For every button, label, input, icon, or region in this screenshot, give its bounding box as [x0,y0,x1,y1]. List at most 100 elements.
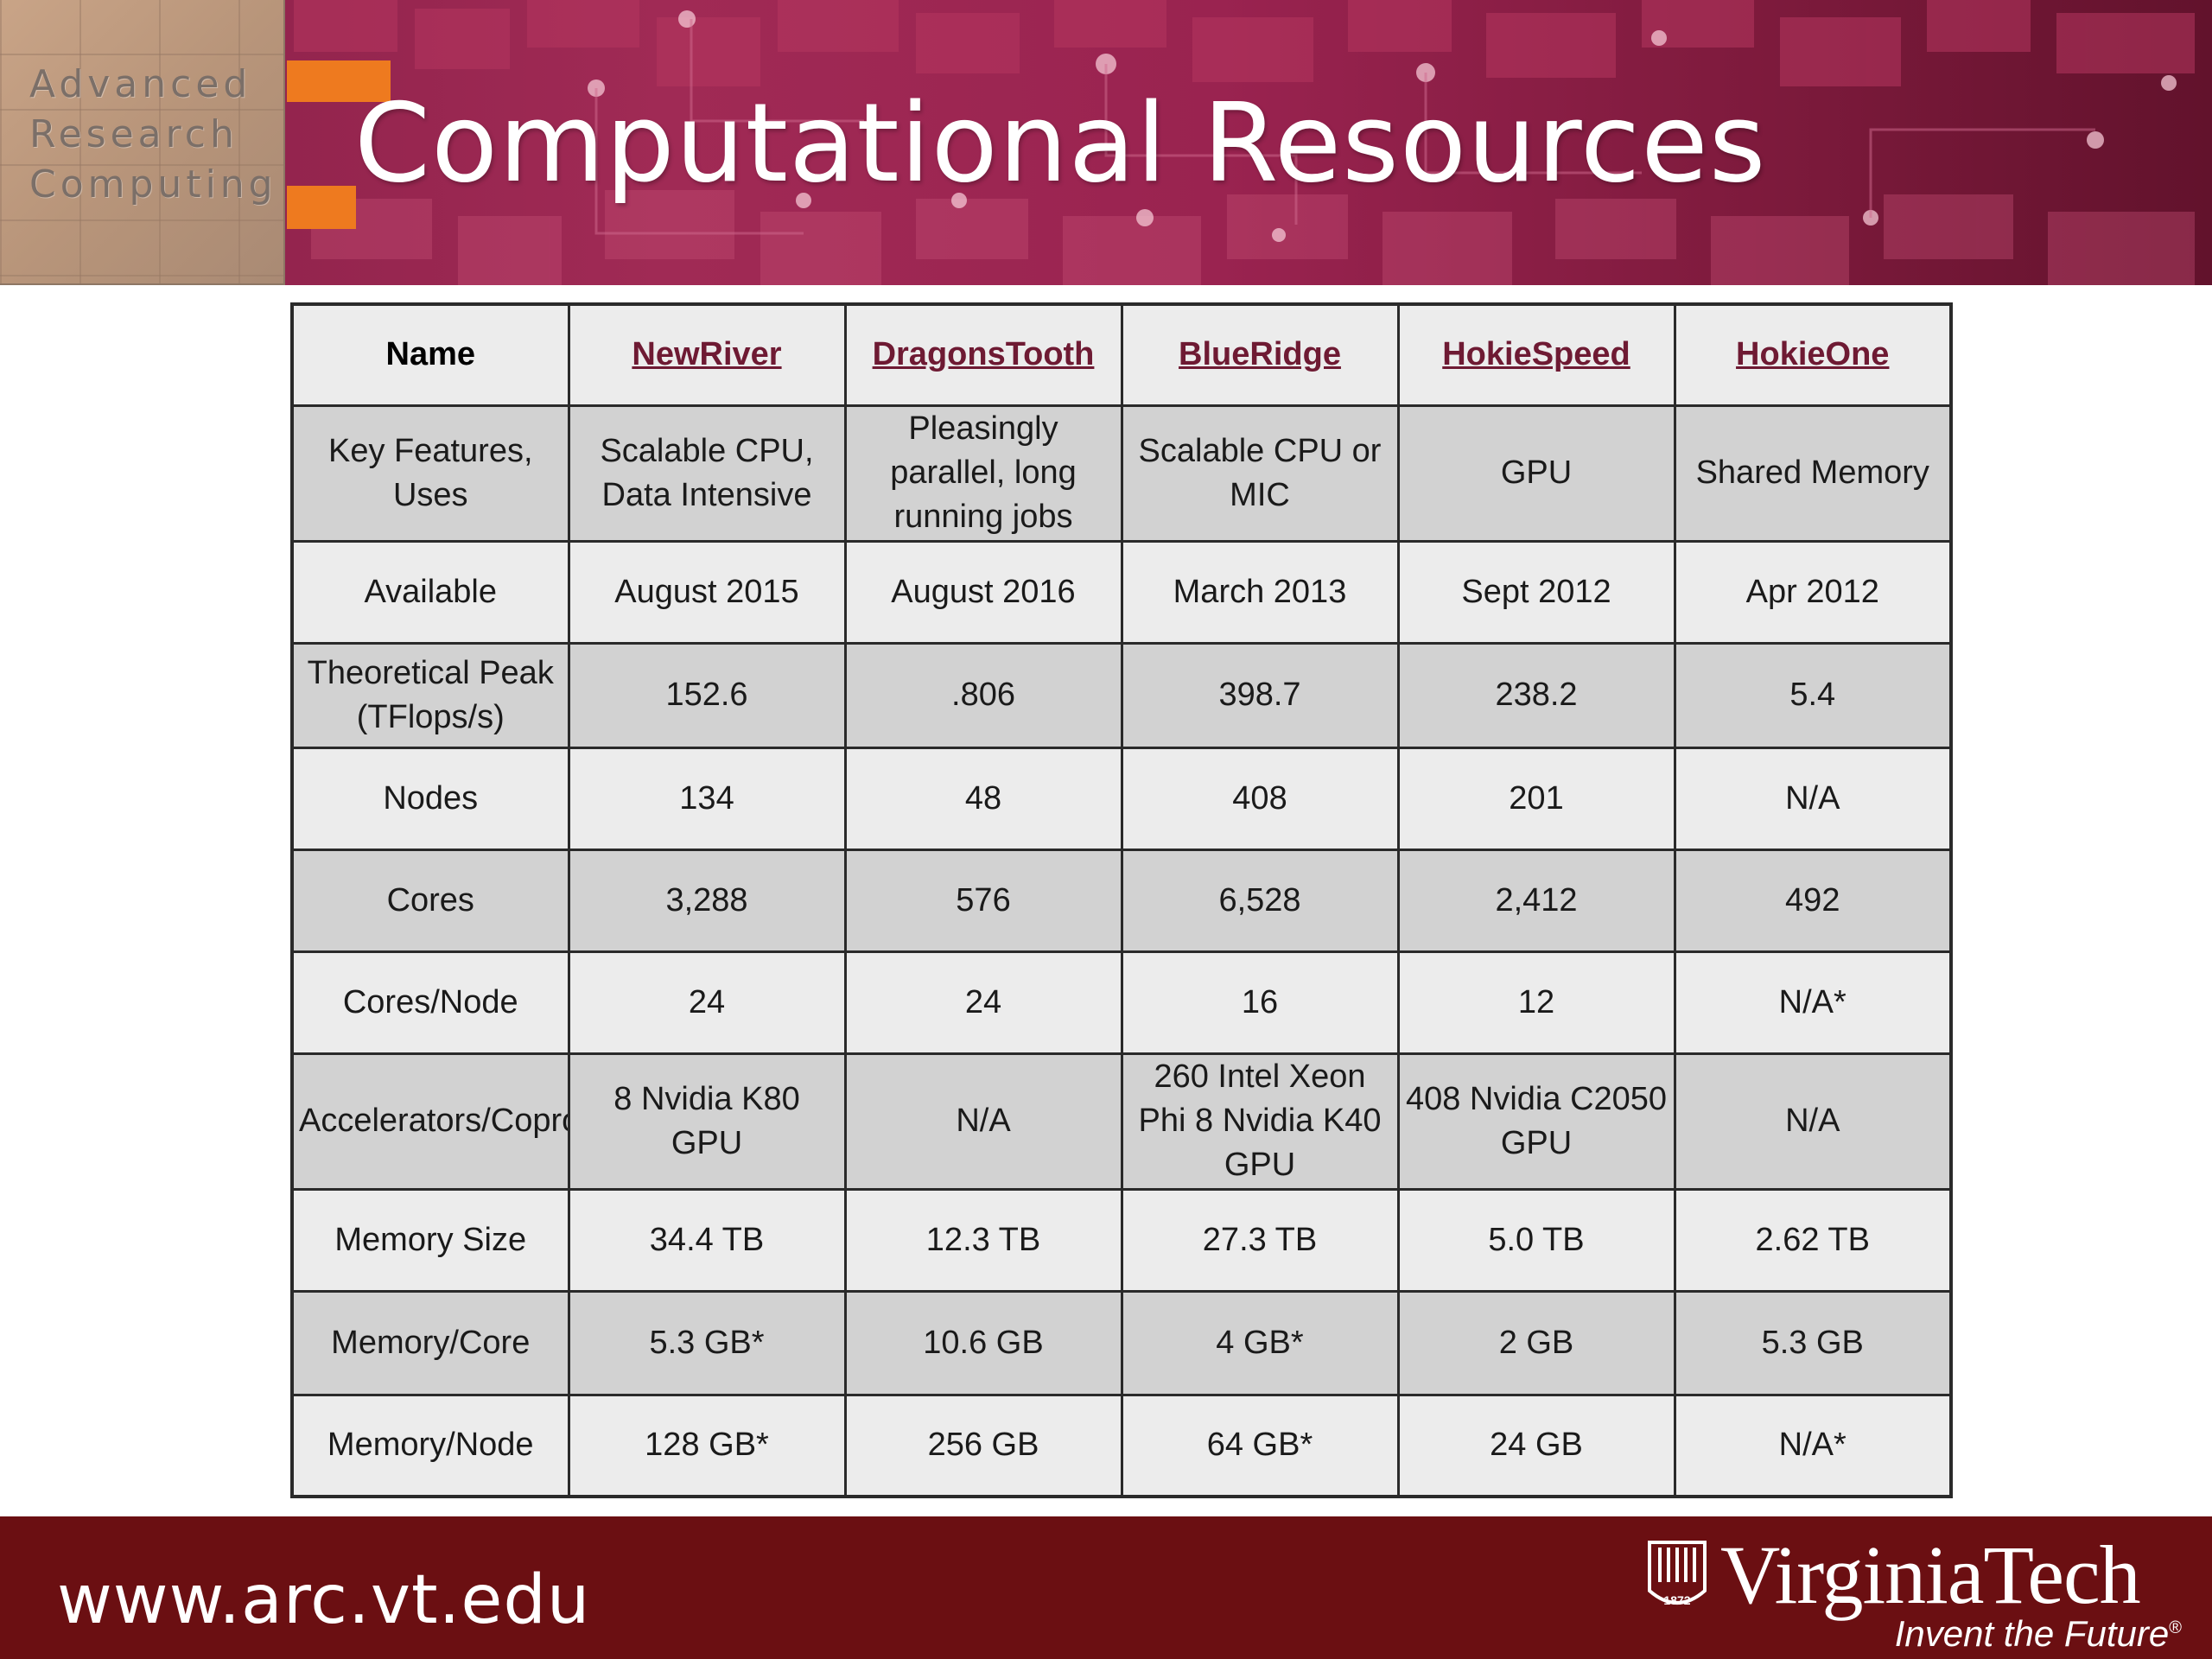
hokiespeed-link[interactable]: HokieSpeed [1442,336,1630,373]
banner-background-pattern [287,0,2195,285]
dragonstooth-link[interactable]: DragonsTooth [872,336,1095,373]
table-cell: 134 [567,746,847,851]
table-cell: 492 [1673,848,1953,953]
table-cell: 3,288 [567,848,847,953]
logo-line-3: Computing [29,162,277,207]
table-cell: GPU [1396,404,1676,543]
table-cell: 64 GB* [1120,1393,1400,1498]
table-cell: August 2016 [843,539,1123,645]
table-row: Theoretical Peak (TFlops/s) 152.6 .806 3… [290,641,1953,749]
resources-table: Name NewRiver DragonsTooth BlueRidge Hok… [290,302,1953,1498]
table-row: Accelerators/Coprocessors 8 Nvidia K80 G… [290,1052,1953,1191]
table-cell: Sept 2012 [1396,539,1676,645]
table-cell: 12.3 TB [843,1187,1123,1293]
table-cell: 576 [843,848,1123,953]
row-label: Memory Size [290,1187,570,1293]
table-row: Nodes 134 48 408 201 N/A [290,746,1953,851]
table-cell: 8 Nvidia K80 GPU [567,1052,847,1191]
table-cell: 12 [1396,950,1676,1055]
table-cell: 5.0 TB [1396,1187,1676,1293]
vt-tagline-text: Invent the Future [1894,1613,2170,1654]
table-cell: 48 [843,746,1123,851]
header-cell-hokieone[interactable]: HokieOne [1673,302,1953,407]
table-cell: 24 [843,950,1123,1055]
logo-line-1: Advanced [29,62,252,106]
row-label: Cores [290,848,570,953]
table-cell: Scalable CPU or MIC [1120,404,1400,543]
table-cell: .806 [843,641,1123,749]
table-row: Memory Size 34.4 TB 12.3 TB 27.3 TB 5.0 … [290,1187,1953,1293]
table-cell: N/A* [1673,1393,1953,1498]
header-name-label: Name [385,336,476,373]
header-cell-newriver[interactable]: NewRiver [567,302,847,407]
row-label: Memory/Core [290,1289,570,1396]
table-cell: August 2015 [567,539,847,645]
row-label: Nodes [290,746,570,851]
row-label: Memory/Node [290,1393,570,1498]
registered-mark: ® [2169,1618,2182,1637]
table-cell: N/A [843,1052,1123,1191]
table-cell: 24 [567,950,847,1055]
table-cell: Apr 2012 [1673,539,1953,645]
table-cell: N/A* [1673,950,1953,1055]
header-banner: Advanced Research Computing Computationa… [0,0,2212,285]
table-cell: 408 Nvidia C2050 GPU [1396,1052,1676,1191]
table-cell: Scalable CPU, Data Intensive [567,404,847,543]
row-label: Key Features, Uses [290,404,570,543]
table-cell: 27.3 TB [1120,1187,1400,1293]
table-cell: 128 GB* [567,1393,847,1498]
virginia-tech-logo: 1872 VirginiaTech Invent the Future® [1646,1529,2182,1655]
header-cell-hokiespeed[interactable]: HokieSpeed [1396,302,1676,407]
table-cell: 256 GB [843,1393,1123,1498]
logo-line-2: Research [29,112,238,156]
table-cell: 34.4 TB [567,1187,847,1293]
table-cell: March 2013 [1120,539,1400,645]
vt-year-text: 1872 [1663,1593,1690,1607]
table-row: Cores/Node 24 24 16 12 N/A* [290,950,1953,1055]
table-cell: 6,528 [1120,848,1400,953]
row-label: Available [290,539,570,645]
website-link[interactable]: www.arc.vt.edu [57,1561,591,1639]
table-header-row: Name NewRiver DragonsTooth BlueRidge Hok… [290,302,1953,407]
table-cell: 238.2 [1396,641,1676,749]
row-label: Accelerators/Coprocessors [290,1052,570,1191]
table-cell: 260 Intel Xeon Phi 8 Nvidia K40 GPU [1120,1052,1400,1191]
table-cell: N/A [1673,746,1953,851]
table-cell: N/A [1673,1052,1953,1191]
table-cell: 5.4 [1673,641,1953,749]
header-cell-dragonstooth[interactable]: DragonsTooth [843,302,1123,407]
table-cell: 2 GB [1396,1289,1676,1396]
hokieone-link[interactable]: HokieOne [1736,336,1890,373]
table-cell: 408 [1120,746,1400,851]
blueridge-link[interactable]: BlueRidge [1179,336,1341,373]
table-row: Cores 3,288 576 6,528 2,412 492 [290,848,1953,953]
table-cell: 24 GB [1396,1393,1676,1498]
table-cell: Pleasingly parallel, long running jobs [843,404,1123,543]
table-cell: 152.6 [567,641,847,749]
row-label: Theoretical Peak (TFlops/s) [290,641,570,749]
vt-tagline: Invent the Future® [1895,1613,2182,1655]
table-row: Key Features, Uses Scalable CPU, Data In… [290,404,1953,543]
table-cell: 10.6 GB [843,1289,1123,1396]
header-cell-blueridge[interactable]: BlueRidge [1120,302,1400,407]
vt-wordmark: VirginiaTech [1720,1529,2141,1621]
table-cell: 5.3 GB* [567,1289,847,1396]
table-cell: 2.62 TB [1673,1187,1953,1293]
table-cell: 398.7 [1120,641,1400,749]
page-title: Computational Resources [354,79,1767,207]
table-cell: 2,412 [1396,848,1676,953]
table-cell: 5.3 GB [1673,1289,1953,1396]
table-cell: Shared Memory [1673,404,1953,543]
footer-bar: www.arc.vt.edu 1872 VirginiaTech Invent … [0,1516,2212,1659]
table-row: Memory/Node 128 GB* 256 GB 64 GB* 24 GB … [290,1393,1953,1498]
table-row: Available August 2015 August 2016 March … [290,539,1953,645]
row-label: Cores/Node [290,950,570,1055]
header-cell-name: Name [290,302,570,407]
logo-grid-pattern [0,0,283,283]
table-row: Memory/Core 5.3 GB* 10.6 GB 4 GB* 2 GB 5… [290,1289,1953,1396]
table-cell: 201 [1396,746,1676,851]
newriver-link[interactable]: NewRiver [632,336,782,373]
table-cell: 4 GB* [1120,1289,1400,1396]
table-cell: 16 [1120,950,1400,1055]
arc-logo: Advanced Research Computing [0,0,285,285]
